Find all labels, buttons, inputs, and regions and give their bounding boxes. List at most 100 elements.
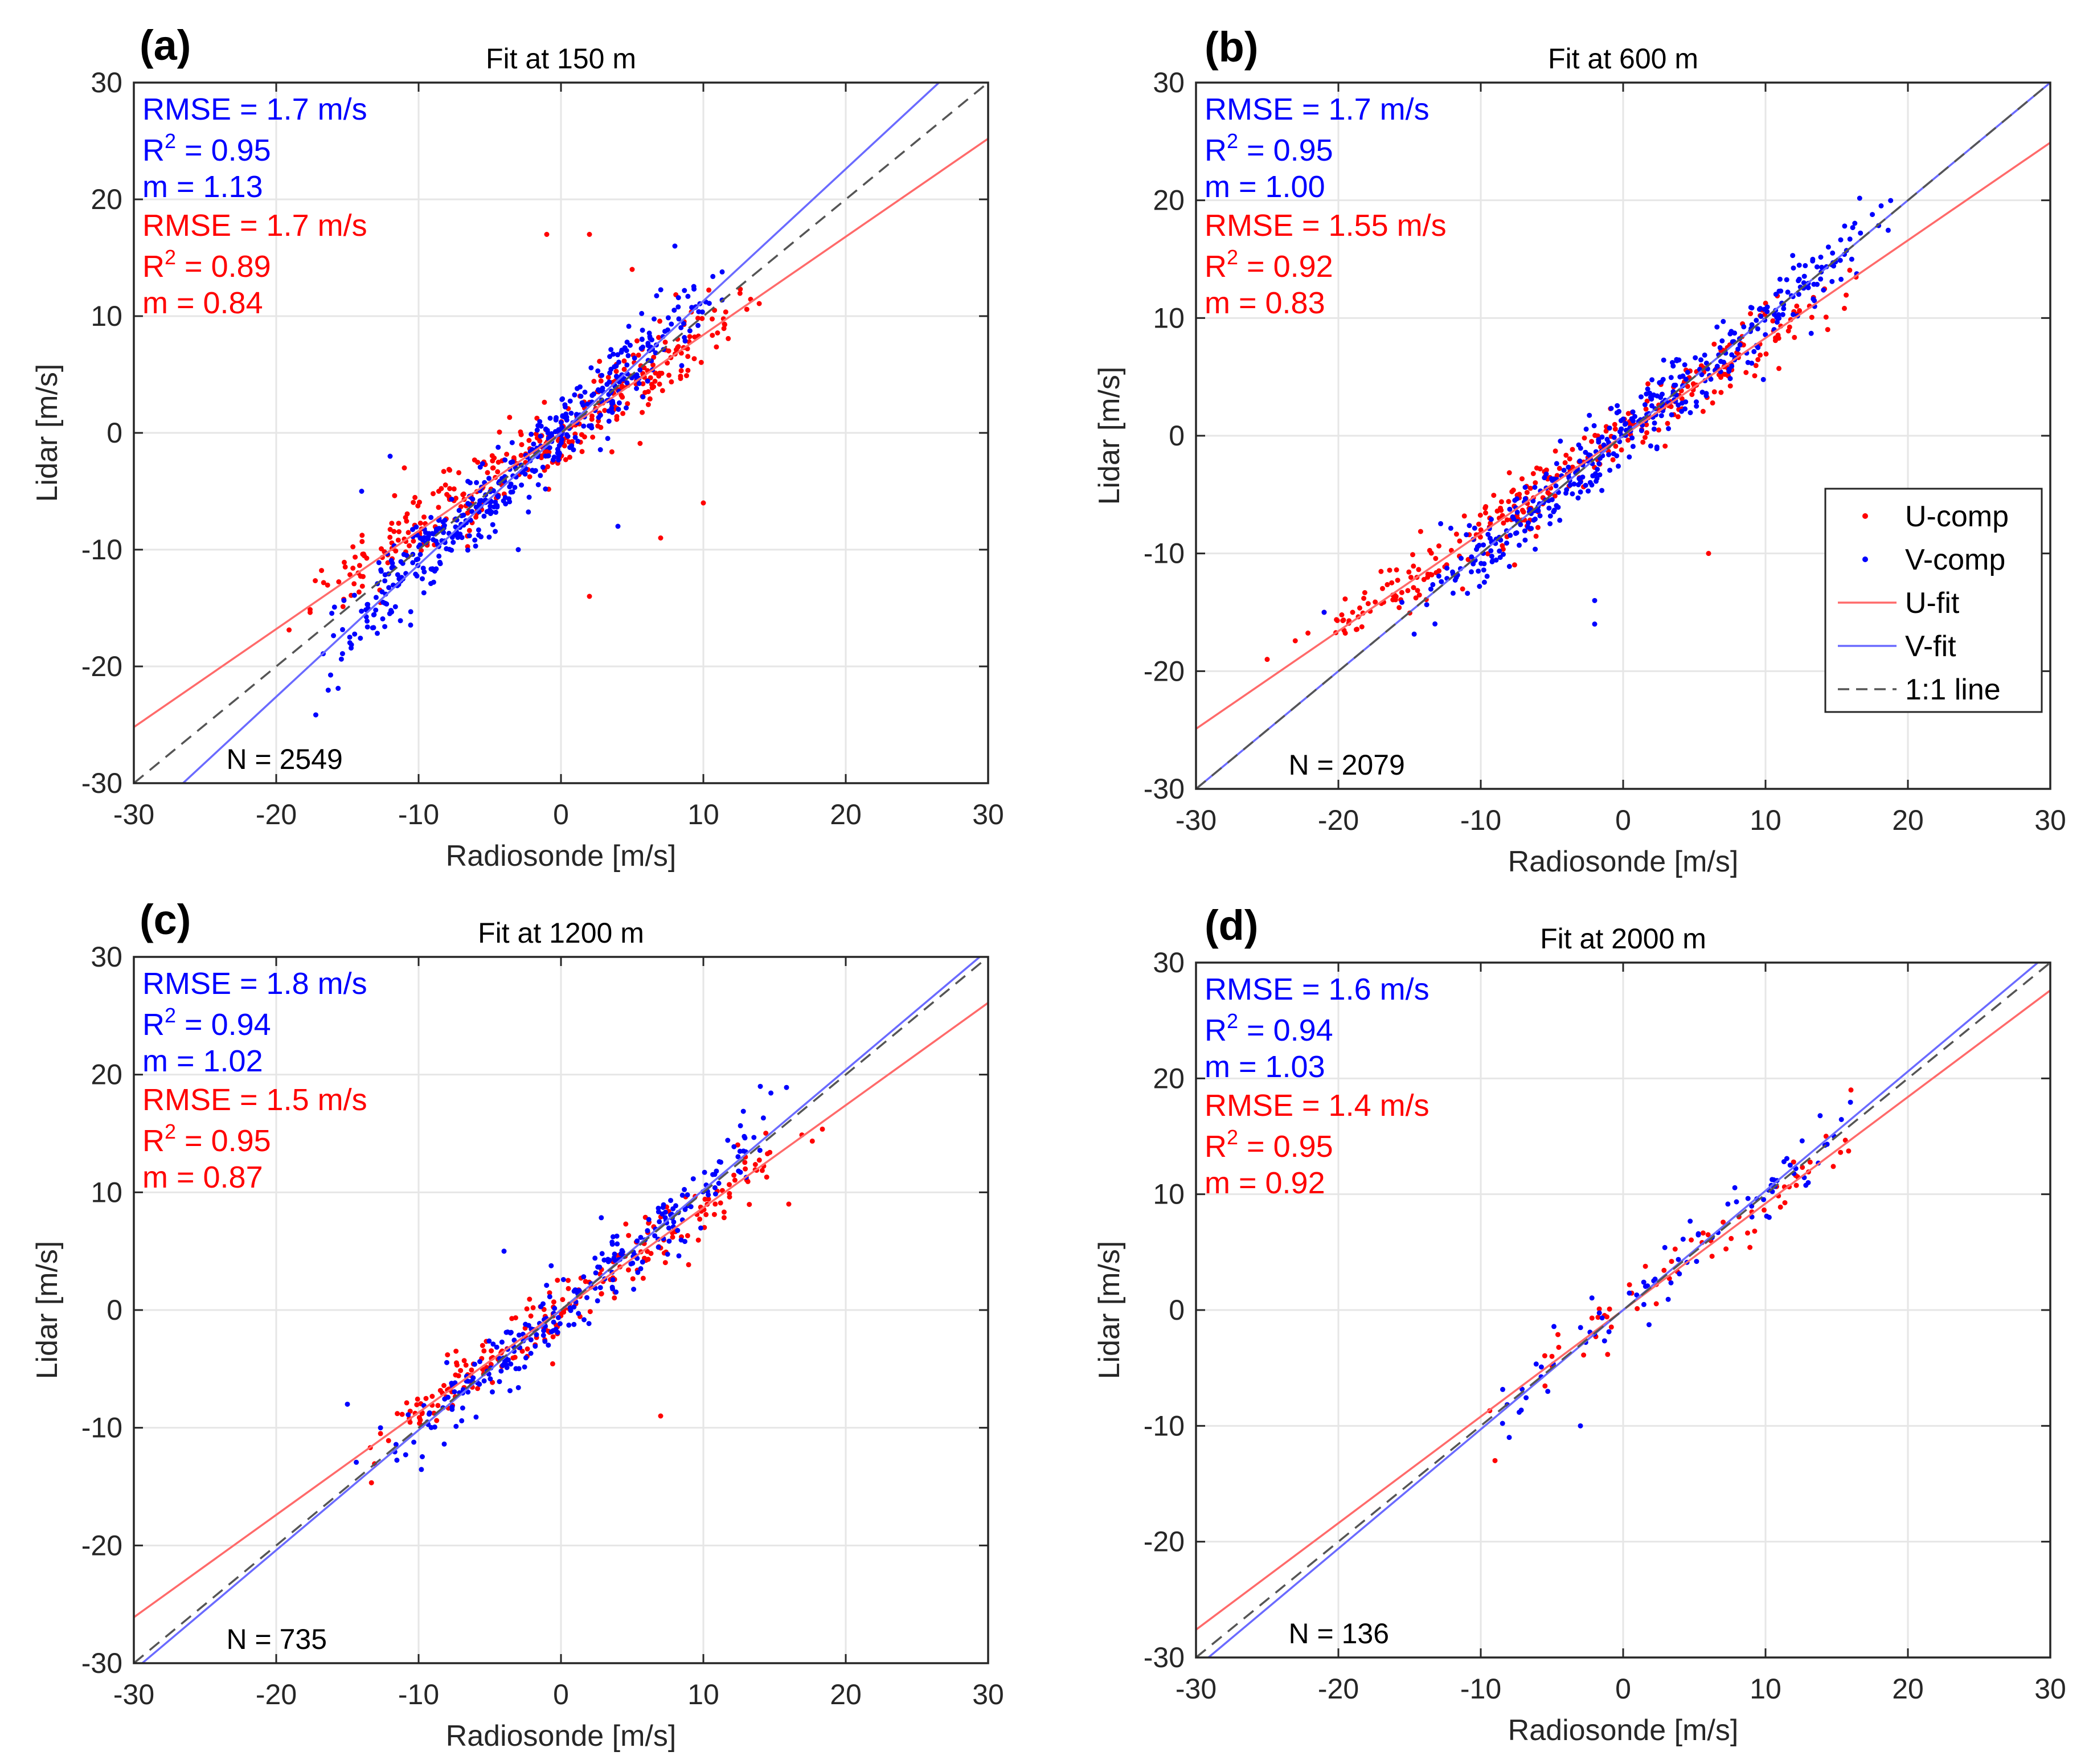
data-point-v — [1525, 525, 1531, 530]
data-point-v — [1607, 425, 1612, 431]
data-point-v — [582, 390, 588, 395]
data-point-u — [454, 1360, 459, 1366]
data-point-v — [1485, 531, 1491, 537]
data-point-u — [1549, 1353, 1555, 1359]
data-point-v — [411, 1439, 417, 1445]
data-point-v — [1674, 357, 1680, 362]
data-point-v — [586, 1321, 592, 1327]
data-point-v — [716, 1181, 722, 1186]
data-point-v — [682, 1186, 687, 1192]
data-point-u — [1612, 421, 1617, 427]
data-point-u — [325, 582, 330, 588]
data-point-u — [786, 1201, 792, 1207]
data-point-v — [671, 308, 677, 313]
data-point-v — [1533, 546, 1538, 552]
data-point-u — [1334, 617, 1340, 623]
data-point-v — [1595, 466, 1600, 472]
data-point-v — [1508, 533, 1513, 538]
data-point-u — [392, 493, 398, 498]
y-tick-label: 20 — [91, 183, 122, 215]
data-point-u — [1521, 509, 1526, 515]
data-point-u — [480, 1343, 485, 1348]
data-point-v — [1791, 265, 1796, 271]
data-point-u — [1844, 292, 1849, 298]
u-slope-text: m = 0.87 — [142, 1160, 263, 1194]
data-point-u — [395, 1411, 400, 1417]
data-point-v — [421, 569, 427, 575]
data-point-v — [1796, 263, 1802, 268]
data-point-v — [559, 440, 564, 445]
data-point-u — [445, 1352, 450, 1358]
data-point-v — [508, 481, 514, 487]
data-point-v — [373, 595, 379, 600]
plot-content — [134, 83, 988, 783]
data-point-v — [626, 324, 632, 329]
data-point-u — [1411, 563, 1416, 569]
data-point-v — [1566, 464, 1571, 470]
data-point-u — [1506, 470, 1512, 476]
data-point-u — [441, 1383, 447, 1388]
data-point-v — [499, 1339, 505, 1345]
data-point-v — [341, 597, 347, 603]
data-point-v — [1821, 287, 1826, 293]
data-point-u — [1640, 439, 1646, 445]
y-tick-label: 30 — [1153, 67, 1185, 99]
data-point-v — [1450, 590, 1456, 596]
data-point-u — [465, 510, 470, 516]
data-point-u — [1365, 601, 1371, 607]
data-point-u — [1743, 370, 1749, 375]
data-point-v — [742, 1133, 747, 1139]
data-point-v — [595, 1298, 600, 1304]
data-point-u — [1842, 1137, 1848, 1143]
data-point-v — [1606, 452, 1612, 457]
data-point-v — [1561, 468, 1567, 473]
data-point-v — [665, 1251, 670, 1257]
data-point-v — [390, 560, 395, 566]
data-point-v — [379, 589, 385, 595]
data-point-v — [555, 447, 560, 452]
data-point-v — [619, 1248, 625, 1254]
u-slope-text: m = 0.84 — [142, 286, 263, 320]
data-point-v — [1761, 1197, 1767, 1202]
data-point-v — [1630, 444, 1636, 449]
y-tick-label: -20 — [1144, 655, 1185, 687]
data-point-u — [1721, 1219, 1726, 1225]
y-tick-label: -20 — [81, 650, 122, 682]
v-rmse-text: RMSE = 1.7 m/s — [1205, 92, 1430, 126]
data-point-v — [675, 295, 681, 301]
data-point-v — [560, 1277, 566, 1282]
data-point-v — [1611, 435, 1617, 440]
data-point-u — [1608, 1324, 1614, 1330]
data-point-u — [1543, 467, 1549, 473]
data-point-v — [751, 1135, 757, 1140]
data-point-v — [609, 400, 615, 406]
data-point-v — [695, 322, 701, 328]
data-point-v — [364, 618, 370, 624]
data-point-u — [669, 379, 674, 384]
data-point-u — [1777, 1204, 1783, 1210]
data-point-u — [640, 381, 646, 387]
data-point-u — [286, 627, 292, 633]
data-point-u — [721, 326, 727, 331]
data-point-v — [1725, 1201, 1731, 1207]
data-point-v — [1504, 541, 1509, 546]
data-point-u — [1477, 513, 1483, 518]
data-point-u — [359, 583, 365, 589]
data-point-v — [581, 423, 587, 429]
data-point-v — [338, 656, 344, 662]
data-point-v — [1650, 392, 1656, 398]
data-point-u — [1354, 627, 1360, 632]
data-point-v — [408, 622, 413, 628]
data-point-v — [387, 453, 393, 459]
plot-content — [1196, 963, 2050, 1657]
data-point-v — [1870, 212, 1875, 218]
y-tick-label: 0 — [1169, 420, 1185, 452]
data-point-v — [679, 1192, 685, 1198]
data-point-u — [662, 1260, 668, 1266]
data-point-v — [1547, 521, 1553, 526]
data-point-v — [685, 1192, 690, 1198]
data-point-v — [738, 1123, 743, 1128]
data-point-u — [764, 1174, 769, 1180]
data-point-u — [1491, 493, 1497, 498]
data-point-v — [459, 1418, 465, 1423]
